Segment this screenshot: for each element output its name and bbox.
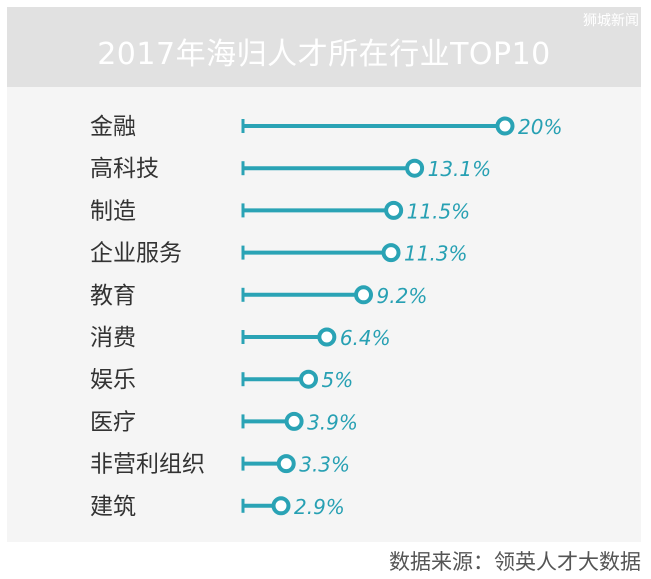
value-label: 3.9% <box>307 410 358 434</box>
category-label: 消费 <box>90 325 136 351</box>
chart-title: 2017年海归人才所在行业TOP10 <box>97 37 551 72</box>
category-label: 建筑 <box>90 494 136 520</box>
bar-end-marker <box>384 200 404 220</box>
value-label: 13.1% <box>428 157 492 181</box>
bar-end-marker <box>299 369 318 389</box>
category-label: 金融 <box>90 114 136 140</box>
category-label: 医疗 <box>90 409 136 435</box>
value-label: 6.4% <box>340 326 391 350</box>
value-label: 3.3% <box>299 453 350 477</box>
bar-end-marker <box>405 158 425 178</box>
value-label: 9.2% <box>377 284 428 308</box>
value-label: 2.9% <box>294 495 345 519</box>
value-label: 5% <box>322 368 354 392</box>
bar-end-marker <box>354 285 374 305</box>
value-label: 11.5% <box>407 199 471 223</box>
category-label: 制造 <box>90 198 136 224</box>
bar-end-marker <box>271 496 291 516</box>
category-label: 非营利组织 <box>90 452 205 478</box>
bar-end-marker <box>381 243 401 263</box>
category-label: 教育 <box>90 283 136 309</box>
category-label: 高科技 <box>90 156 159 182</box>
bar-end-marker <box>284 411 304 431</box>
watermark: 狮城新闻 <box>583 13 639 29</box>
source-note: 数据来源：领英人才大数据 <box>389 550 641 574</box>
bar-end-marker <box>495 116 515 136</box>
category-label: 企业服务 <box>90 241 182 267</box>
title-band: 2017年海归人才所在行业TOP10 <box>7 7 641 87</box>
bar-end-marker <box>317 327 337 347</box>
plot-area <box>7 87 641 542</box>
value-label: 11.3% <box>404 242 468 266</box>
bar-end-marker <box>276 454 296 474</box>
value-label: 20% <box>518 115 562 139</box>
category-label: 娱乐 <box>90 367 136 393</box>
